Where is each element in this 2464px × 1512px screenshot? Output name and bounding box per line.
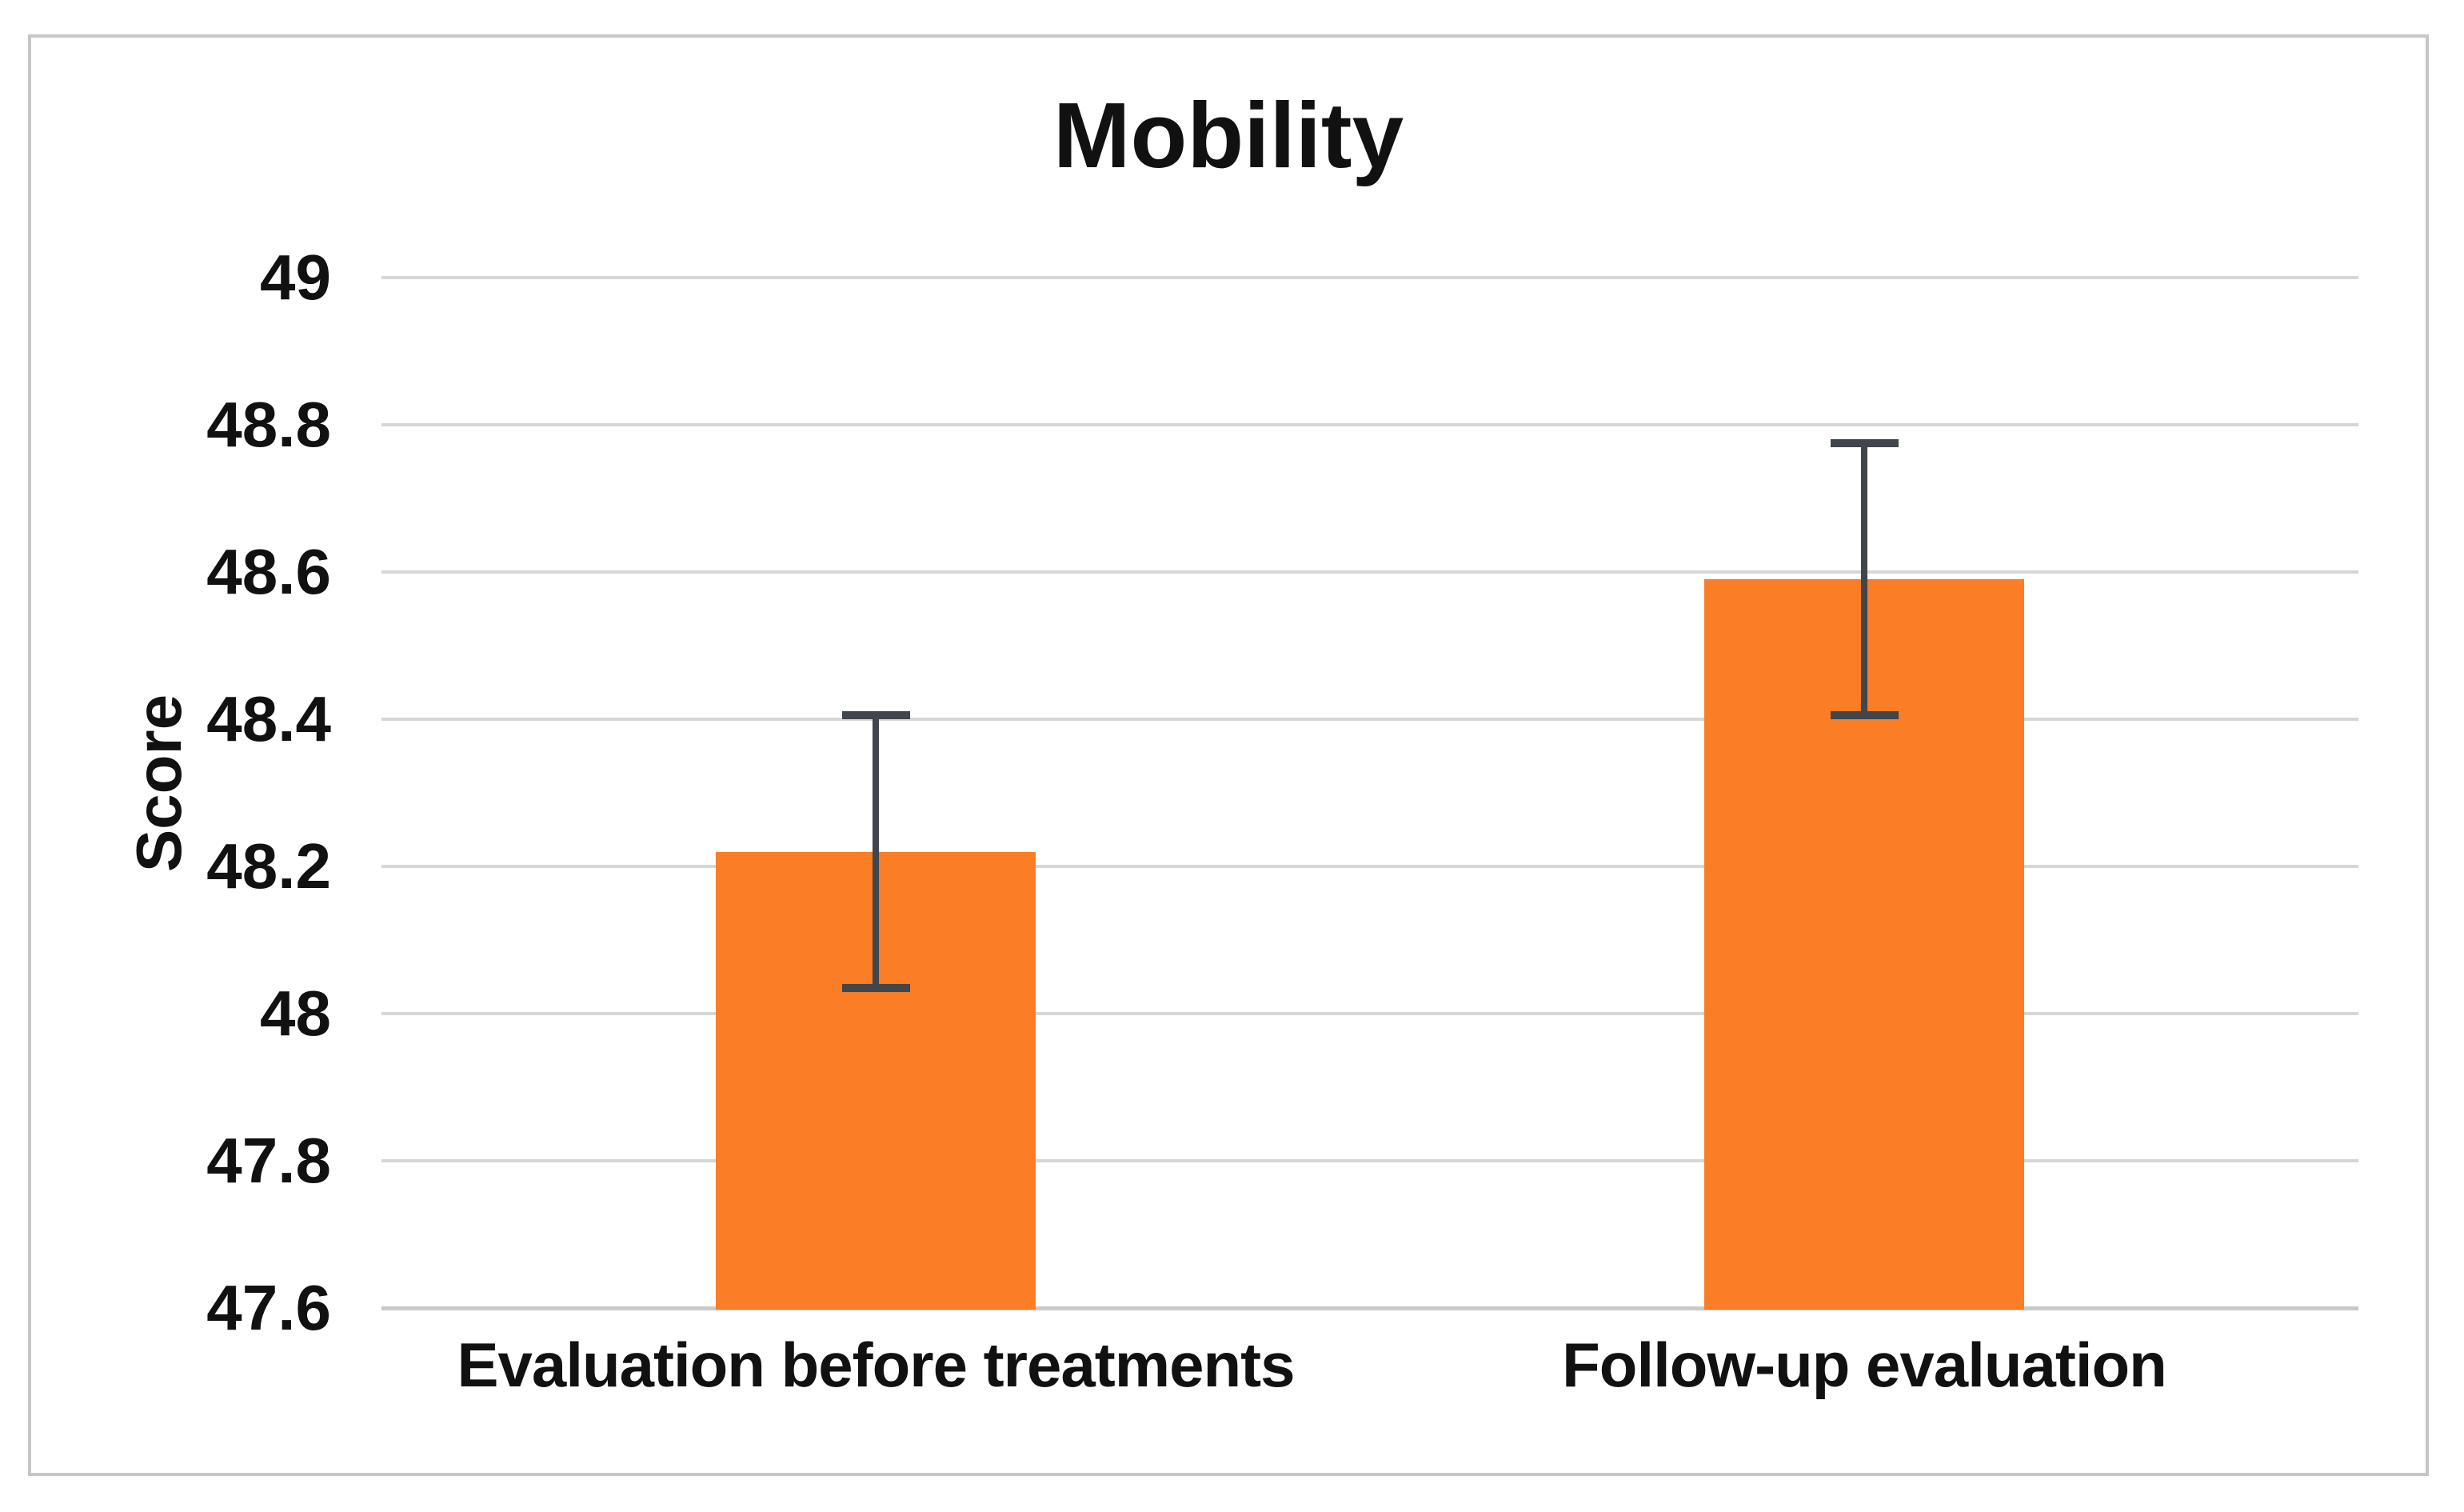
gridline — [381, 423, 2358, 426]
y-tick-label: 47.8 — [206, 1125, 331, 1196]
y-tick-label: 47.6 — [206, 1272, 331, 1343]
error-bar-cap-bottom — [841, 983, 910, 992]
x-category-label: Evaluation before treatments — [457, 1330, 1296, 1400]
error-bar-line — [873, 715, 879, 988]
y-tick-label: 49 — [260, 242, 331, 313]
gridline — [381, 718, 2358, 721]
y-tick-label: 48.8 — [206, 389, 331, 460]
y-tick-label: 48.2 — [206, 830, 331, 902]
y-tick-label: 48.6 — [206, 536, 331, 607]
chart-figure: Mobility Score 49 48.8 48.6 48.4 48.2 48 47.8 4… — [28, 34, 2429, 1476]
x-axis-line — [381, 1306, 2358, 1310]
gridline — [381, 1159, 2358, 1162]
gridline — [381, 865, 2358, 868]
error-bar-cap-top — [841, 711, 910, 720]
x-category-label: Follow-up evaluation — [1562, 1330, 2167, 1400]
error-bar-cap-top — [1830, 439, 1899, 447]
gridline — [381, 276, 2358, 279]
gridline — [381, 1012, 2358, 1015]
chart-title: Mobility — [1052, 83, 1404, 187]
y-tick-label: 48 — [260, 978, 331, 1049]
y-tick-label: 48.4 — [206, 683, 331, 754]
gridline — [381, 570, 2358, 574]
error-bar-cap-bottom — [1830, 711, 1899, 720]
error-bar-line — [1861, 443, 1867, 716]
